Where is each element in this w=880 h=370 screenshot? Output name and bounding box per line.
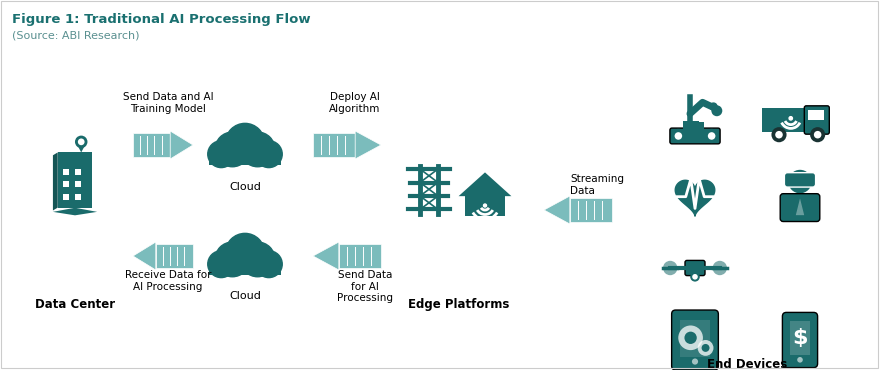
Circle shape [75,135,87,148]
Circle shape [215,242,250,277]
Text: End Devices: End Devices [708,358,788,370]
Text: $: $ [792,329,808,349]
Bar [75,181,81,188]
Polygon shape [156,244,193,268]
Circle shape [225,123,265,162]
Circle shape [678,326,703,350]
Polygon shape [544,196,570,224]
Polygon shape [458,172,511,196]
Circle shape [225,233,265,273]
Bar [809,110,824,120]
Circle shape [255,251,282,278]
Bar [62,169,70,175]
Polygon shape [133,133,170,157]
Circle shape [663,261,678,275]
Circle shape [713,261,727,275]
Bar [62,181,70,188]
FancyBboxPatch shape [784,173,816,187]
FancyBboxPatch shape [782,312,818,368]
Polygon shape [570,198,612,222]
Polygon shape [170,131,193,159]
Circle shape [208,141,235,168]
Bar [209,259,281,275]
Circle shape [708,132,715,140]
Bar [58,152,92,208]
Text: Receive Data for
AI Processing: Receive Data for AI Processing [125,270,211,292]
Text: Send Data
for AI
Processing: Send Data for AI Processing [337,270,393,303]
Bar [75,169,81,175]
Bar [693,122,704,129]
Circle shape [705,129,719,143]
Bar [683,121,699,130]
Circle shape [690,272,700,282]
Bar [75,194,81,199]
Circle shape [693,274,698,280]
Polygon shape [356,131,381,159]
FancyBboxPatch shape [804,106,829,134]
Polygon shape [339,244,381,268]
Text: Figure 1: Traditional AI Processing Flow: Figure 1: Traditional AI Processing Flow [12,13,311,26]
Polygon shape [53,208,97,215]
Circle shape [692,359,698,365]
Bar [762,108,806,132]
Text: Streaming
Data: Streaming Data [570,174,624,196]
Polygon shape [53,152,58,211]
Text: (Source: ABI Research): (Source: ABI Research) [12,30,140,40]
Bar [465,196,505,216]
Circle shape [810,127,825,142]
Circle shape [698,340,714,356]
Circle shape [789,117,792,120]
Circle shape [788,170,811,193]
Polygon shape [133,242,156,270]
Polygon shape [313,133,356,157]
Polygon shape [313,242,339,270]
Text: Edge Platforms: Edge Platforms [408,298,510,311]
Circle shape [701,344,709,352]
Circle shape [208,251,235,278]
Circle shape [814,131,821,138]
Circle shape [775,131,783,138]
Circle shape [772,127,787,142]
Circle shape [711,105,722,116]
Circle shape [240,132,275,167]
Bar [209,149,281,165]
Circle shape [215,132,250,167]
Circle shape [675,132,682,140]
Circle shape [685,332,697,344]
Bar [789,321,810,355]
FancyBboxPatch shape [671,310,718,370]
Circle shape [483,204,487,207]
Text: Cloud: Cloud [229,182,261,192]
Circle shape [77,138,84,145]
Polygon shape [796,198,804,215]
FancyBboxPatch shape [670,128,720,144]
Bar [62,194,70,199]
FancyBboxPatch shape [685,260,705,276]
Circle shape [255,141,282,168]
Text: Cloud: Cloud [229,291,261,301]
Text: Deploy AI
Algorithm: Deploy AI Algorithm [329,92,381,114]
Polygon shape [675,180,715,216]
Circle shape [671,129,686,143]
Text: Data Center: Data Center [35,298,115,311]
Circle shape [240,242,275,277]
FancyBboxPatch shape [781,194,820,222]
Circle shape [797,357,803,363]
Bar [680,320,710,357]
Text: Send Data and AI
Training Model: Send Data and AI Training Model [122,92,213,114]
Polygon shape [77,145,85,152]
Circle shape [709,102,718,111]
